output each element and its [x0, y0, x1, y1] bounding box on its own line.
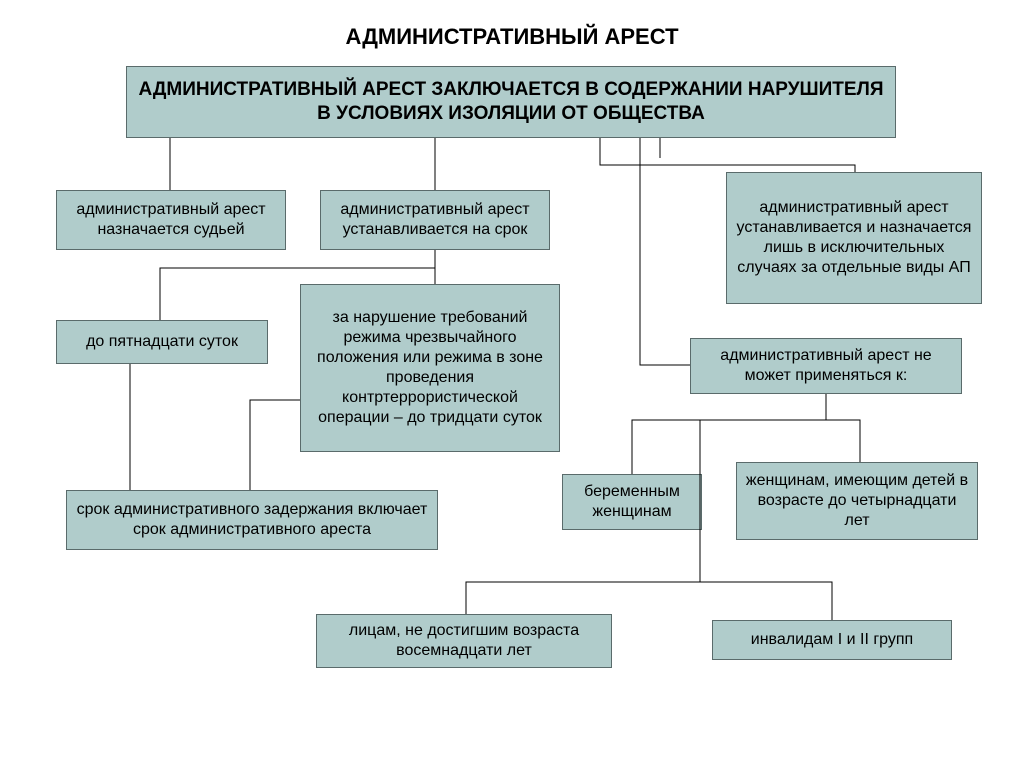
- box-exceptional-cases: административный арест устанавливается и…: [726, 172, 982, 304]
- box-assigned-by-judge: административный арест назначается судье…: [56, 190, 286, 250]
- box-up-to-15-days: до пятнадцати суток: [56, 320, 268, 364]
- box-women-with-children: женщинам, имеющим детей в возрасте до че…: [736, 462, 978, 540]
- box-detention-includes-arrest: срок административного задержания включа…: [66, 490, 438, 550]
- box-pregnant-women: беременным женщинам: [562, 474, 702, 530]
- box-cannot-apply-to: административный арест не может применят…: [690, 338, 962, 394]
- box-under-18: лицам, не достигшим возраста восемнадцат…: [316, 614, 612, 668]
- diagram-title: АДМИНИСТРАТИВНЫЙ АРЕСТ: [0, 24, 1024, 50]
- box-set-for-term: административный арест устанавливается н…: [320, 190, 550, 250]
- box-disabled-1-2: инвалидам I и II групп: [712, 620, 952, 660]
- box-root: АДМИНИСТРАТИВНЫЙ АРЕСТ ЗАКЛЮЧАЕТСЯ В СОД…: [126, 66, 896, 138]
- box-up-to-30-days: за нарушение требований режима чрезвычай…: [300, 284, 560, 452]
